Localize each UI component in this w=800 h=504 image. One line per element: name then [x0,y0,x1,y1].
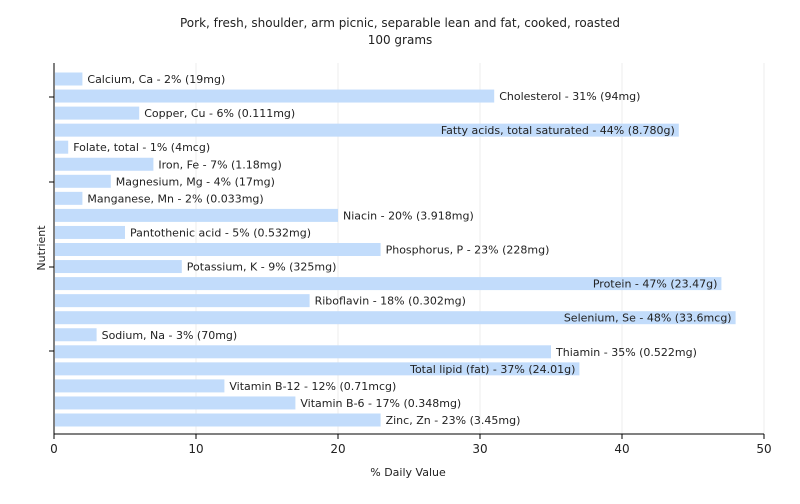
bar-label: Fatty acids, total saturated - 44% (8.78… [441,124,675,137]
bar-label: Iron, Fe - 7% (1.18mg) [158,158,281,171]
bar [55,362,580,376]
bar [55,345,551,359]
bar [55,311,736,325]
bar-label: Protein - 47% (23.47g) [593,278,718,291]
bar-label: Sodium, Na - 3% (70mg) [102,329,238,342]
x-tick-label: 10 [188,442,203,456]
x-axis-title: % Daily Value [370,466,446,479]
bars: Calcium, Ca - 2% (19mg) Cholesterol - 31%… [55,72,736,427]
bar-label: Zinc, Zn - 23% (3.45mg) [386,414,521,427]
bar [55,72,83,86]
chart-subtitle: 100 grams [368,33,433,47]
y-axis-title: Nutrient [35,225,48,271]
bar-label: Pantothenic acid - 5% (0.532mg) [130,226,311,239]
bar-label: Riboflavin - 18% (0.302mg) [315,295,466,308]
bar-label: Cholesterol - 31% (94mg) [499,90,640,103]
bar-label: Total lipid (fat) - 37% (24.01g) [409,363,575,376]
bar [55,157,154,171]
bar-label: Copper, Cu - 6% (0.111mg) [144,107,295,120]
bar-label: Vitamin B-12 - 12% (0.71mcg) [229,380,396,393]
x-tick-label: 50 [756,442,771,456]
bar [55,225,125,239]
bar [55,413,381,427]
bar-label: Magnesium, Mg - 4% (17mg) [116,175,275,188]
bar [55,243,381,256]
bar [55,379,225,393]
bar [55,123,679,137]
bar-label: Phosphorus, P - 23% (228mg) [386,244,550,257]
bar [55,174,111,188]
bar [55,277,722,291]
bar-label: Manganese, Mn - 2% (0.033mg) [87,192,263,205]
axes: 0 10 20 30 40 50 [49,63,772,456]
bar-label: Potassium, K - 9% (325mg) [187,261,337,274]
bar-label: Thiamin - 35% (0.522mg) [555,346,697,359]
bar [55,208,338,222]
bar-label: Selenium, Se - 48% (33.6mcg) [564,312,732,325]
x-tick-label: 40 [614,442,629,456]
bar [55,89,495,103]
bar [55,396,296,410]
bar [55,260,182,274]
chart-title: Pork, fresh, shoulder, arm picnic, separ… [180,16,620,30]
x-tick-label: 30 [472,442,487,456]
bar-label: Folate, total - 1% (4mcg) [73,141,210,154]
bar [55,294,310,308]
bar-label: Calcium, Ca - 2% (19mg) [87,73,225,86]
bar [55,328,97,342]
bar-label: Vitamin B-6 - 17% (0.348mg) [300,397,461,410]
x-tick-label: 0 [50,442,58,456]
bar-label: Niacin - 20% (3.918mg) [343,209,474,222]
bar [55,191,83,205]
x-tick-label: 20 [330,442,345,456]
bar [55,106,140,120]
bar [55,140,69,154]
